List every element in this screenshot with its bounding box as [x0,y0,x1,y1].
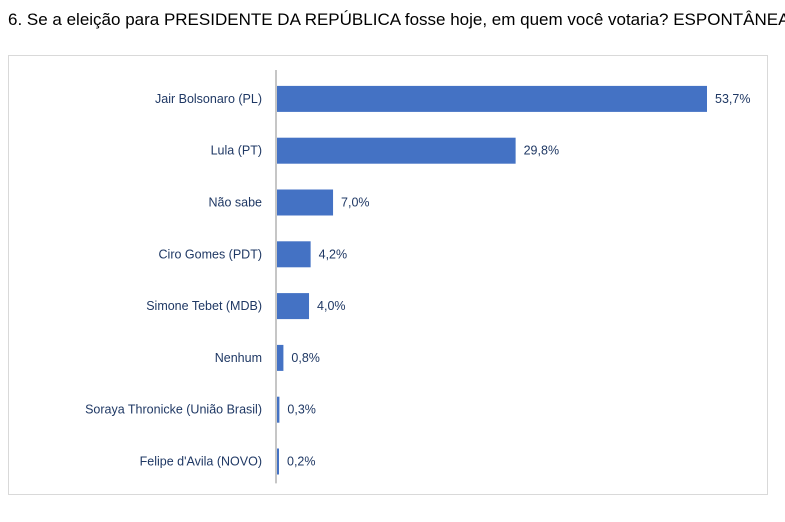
data-label: 53,7% [715,92,750,106]
bar [277,189,334,216]
category-label: Nenhum [215,351,262,365]
bar-chart: Jair Bolsonaro (PL) 53,7% Lula (PT) 29,8% Nã… [85,70,750,484]
data-label: 0,8% [291,351,320,365]
bar [277,85,707,112]
data-label: 0,3% [287,403,316,417]
bar [277,137,516,164]
category-label: Jair Bolsonaro (PL) [155,92,262,106]
category-label: Felipe d'Avila (NOVO) [140,455,262,469]
bar [277,241,311,268]
data-label: 0,2% [287,455,316,469]
data-label: 4,0% [317,299,346,313]
category-label: Simone Tebet (MDB) [146,299,262,313]
category-label: Não sabe [208,196,262,210]
bar [277,293,310,320]
category-label: Lula (PT) [211,144,262,158]
data-label: 7,0% [341,196,370,210]
category-label: Soraya Thronicke (União Brasil) [85,403,262,417]
data-label: 29,8% [524,144,559,158]
bar [277,396,280,423]
data-label: 4,2% [319,247,348,261]
bar [277,344,284,371]
question-title: 6. Se a eleição para PRESIDENTE DA REPÚB… [8,10,785,29]
category-label: Ciro Gomes (PDT) [159,247,262,261]
chart-frame: Jair Bolsonaro (PL) 53,7% Lula (PT) 29,8% Nã… [8,55,768,495]
bar [277,448,279,475]
